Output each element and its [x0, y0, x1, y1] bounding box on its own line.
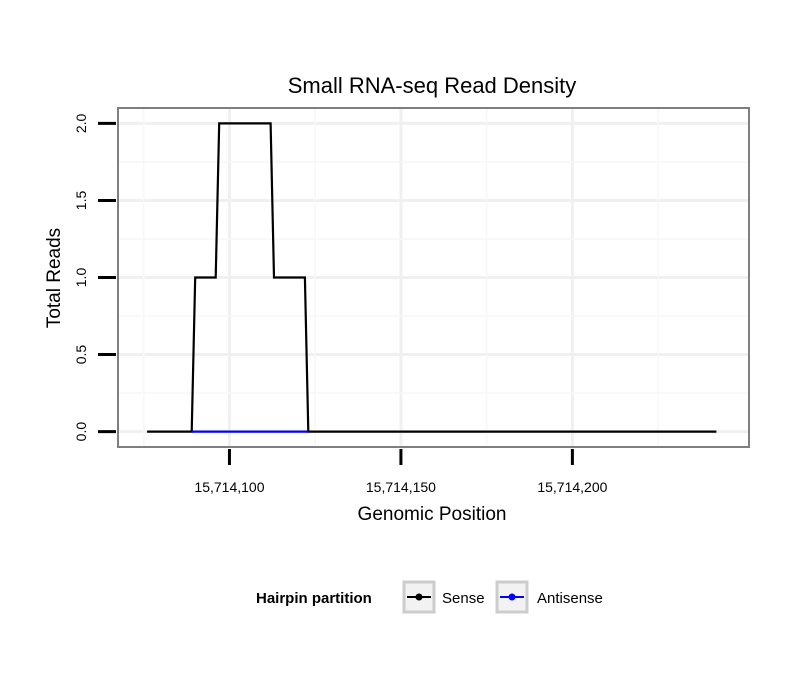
y-tick-label: 2.0: [73, 113, 89, 133]
x-tick-label: 15,714,100: [194, 479, 264, 495]
y-axis: 0.0 0.5 1.0 1.5 2.0: [73, 113, 116, 441]
chart-title: Small RNA-seq Read Density: [288, 73, 577, 98]
legend-point-sense: [415, 593, 423, 601]
minor-gridlines: [118, 108, 749, 447]
legend-item-antisense: Antisense: [495, 580, 603, 614]
legend: Hairpin partition Sense Antisense: [256, 580, 603, 614]
x-tick-label: 15,714,200: [537, 479, 607, 495]
x-axis: 15,714,100 15,714,150 15,714,200: [194, 449, 608, 495]
y-tick-label: 1.0: [73, 268, 89, 288]
legend-label-antisense: Antisense: [537, 590, 603, 607]
series-layer: [147, 122, 717, 433]
x-tick-label: 15,714,150: [366, 479, 436, 495]
y-tick-label: 1.5: [73, 191, 89, 211]
y-tick-label: 0.5: [73, 345, 89, 365]
x-axis-title: Genomic Position: [358, 504, 507, 525]
series-line-sense: [147, 122, 717, 433]
legend-point-antisense: [508, 593, 516, 601]
legend-title: Hairpin partition: [256, 590, 372, 607]
legend-label-sense: Sense: [442, 590, 485, 607]
plot-panel-border: [117, 107, 750, 448]
legend-item-sense: Sense: [402, 580, 485, 614]
y-axis-title: Total Reads: [44, 228, 65, 328]
y-tick-label: 0.0: [73, 422, 89, 442]
